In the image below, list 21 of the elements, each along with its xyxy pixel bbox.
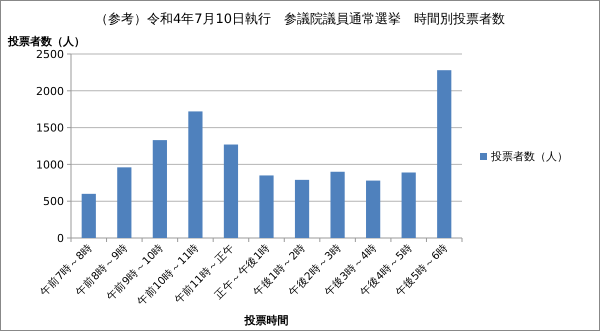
legend-label: 投票者数（人）: [490, 150, 568, 163]
y-tick-label: 1000: [36, 158, 64, 172]
y-tick-label: 500: [43, 195, 64, 208]
y-tick-label: 2500: [36, 48, 64, 61]
bar: [82, 194, 96, 238]
y-tick-label: 1500: [36, 122, 64, 135]
bar: [259, 175, 274, 238]
bar: [188, 111, 203, 238]
bar: [330, 172, 345, 238]
y-tick-label: 0: [57, 232, 64, 245]
bar: [224, 144, 238, 238]
bar: [294, 180, 310, 238]
bar: [402, 172, 416, 238]
bar: [437, 70, 452, 238]
y-axis-title: 投票者数（人）: [7, 35, 85, 48]
bar: [366, 180, 380, 238]
chart-title: （参考）令和4年7月10日執行 参議院議員通常選挙 時間別投票者数: [94, 12, 506, 27]
y-tick-label: 2000: [36, 84, 64, 98]
x-axis-title: 投票時間: [244, 314, 288, 327]
bar: [117, 167, 132, 238]
bar: [152, 140, 167, 238]
